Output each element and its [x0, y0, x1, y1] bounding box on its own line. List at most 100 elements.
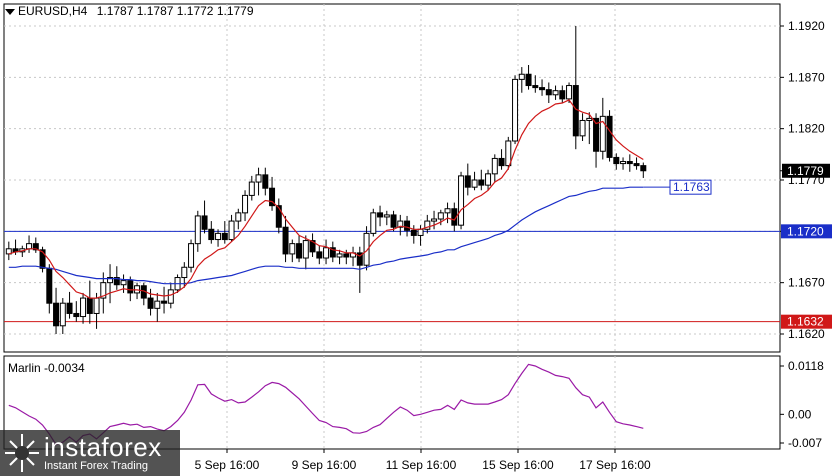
candle-up — [59, 302, 66, 327]
oscillator-line — [8, 363, 644, 446]
candle-up — [26, 243, 33, 250]
x-tick-label: 15 Sep 16:00 — [482, 458, 554, 472]
logo-tagline: Instant Forex Trading — [44, 460, 148, 472]
candle-up — [485, 173, 492, 186]
candle-up — [80, 297, 87, 318]
candle-up — [93, 297, 100, 314]
candle-up — [471, 179, 478, 188]
candle-down — [161, 300, 168, 304]
candle-down — [262, 174, 269, 189]
y-tick-label: 1.1870 — [788, 70, 825, 84]
candle-down — [275, 205, 282, 228]
ohlc-quote: 1.1787 1.1787 1.1772 1.1779 — [96, 4, 254, 18]
candle-up — [363, 232, 370, 266]
y-tick-label: 1.1670 — [788, 276, 825, 290]
candle-up — [552, 90, 559, 96]
candle-up — [417, 228, 424, 236]
candle-down — [39, 249, 46, 269]
candle-down — [221, 232, 228, 241]
current-price-tag — [782, 163, 830, 178]
candle-up — [599, 115, 606, 152]
candle-down — [32, 243, 39, 251]
candle-up — [248, 181, 255, 196]
ma-slow-line — [8, 186, 644, 285]
candle-up — [444, 208, 451, 214]
candle-up — [383, 214, 390, 218]
candle-up — [566, 85, 573, 100]
collapse-triangle-icon[interactable] — [5, 9, 15, 15]
candle-up — [336, 253, 343, 258]
level-label: 1.1720 — [787, 224, 824, 238]
candle-up — [100, 282, 107, 299]
candle-up — [370, 212, 377, 234]
candle-down — [201, 215, 208, 230]
candle-down — [525, 73, 532, 87]
ma-fast-line — [8, 99, 644, 299]
candle-down — [539, 87, 546, 91]
candle-up — [302, 240, 309, 259]
candle-down — [309, 240, 316, 253]
x-tick-label: 5 Sep 16:00 — [195, 458, 260, 472]
candle-up — [586, 117, 593, 121]
candle-down — [390, 214, 397, 228]
candles — [5, 26, 647, 334]
candle-up — [181, 266, 188, 279]
candle-up — [167, 289, 174, 304]
candle-up — [505, 140, 512, 167]
level-tag — [781, 224, 832, 239]
candle-down — [46, 267, 53, 304]
candle-up — [424, 220, 431, 230]
candle-down — [633, 163, 640, 167]
candle-down — [66, 302, 73, 314]
candle-down — [86, 297, 93, 314]
candle-up — [512, 78, 519, 142]
candle-up — [194, 215, 201, 245]
candle-down — [127, 280, 134, 294]
candle-down — [464, 175, 471, 188]
candle-up — [120, 280, 127, 286]
candle-down — [269, 187, 276, 207]
candle-up — [228, 220, 235, 241]
candle-down — [593, 117, 600, 152]
ma-callout-label: 1.1763 — [673, 180, 710, 194]
candle-down — [147, 297, 154, 309]
candle-down — [478, 179, 485, 186]
y-tick-label: 1.1920 — [788, 19, 825, 33]
logo-name: instaforex — [44, 432, 162, 462]
candle-up — [620, 161, 627, 165]
candle-up — [491, 157, 498, 175]
candle-up — [215, 232, 222, 241]
candle-up — [437, 212, 444, 220]
indicator-label: Marlin -0.0034 — [8, 361, 85, 375]
candle-down — [113, 277, 120, 286]
symbol-label: EURUSD,H4 — [18, 4, 88, 18]
candle-down — [329, 247, 336, 258]
osc-y-tick-label: 0.00 — [788, 407, 812, 421]
candle-down — [73, 312, 80, 318]
candle-down — [640, 165, 647, 172]
candle-down — [377, 212, 384, 218]
candle-down — [282, 226, 289, 255]
main-panel-border — [3, 3, 781, 353]
candle-down — [572, 85, 579, 137]
osc-y-tick-label: 0.0118 — [788, 359, 824, 373]
moving-averages: 1.1763 — [8, 99, 712, 299]
indicator-panel-border — [3, 355, 781, 450]
candle-down — [316, 251, 323, 259]
candle-down — [53, 302, 60, 327]
candle-up — [323, 247, 330, 259]
level-label: 1.1632 — [787, 315, 824, 329]
oscillator — [8, 363, 644, 446]
candle-up — [5, 248, 12, 255]
candle-up — [242, 194, 249, 214]
logo-burst-icon — [5, 434, 39, 472]
candle-up — [154, 300, 161, 309]
candle-down — [208, 228, 215, 241]
candle-down — [613, 156, 620, 165]
candle-up — [255, 174, 262, 183]
candle-down — [410, 229, 417, 236]
candle-down — [404, 220, 411, 231]
candle-up — [431, 218, 438, 222]
level-tag — [781, 314, 832, 329]
